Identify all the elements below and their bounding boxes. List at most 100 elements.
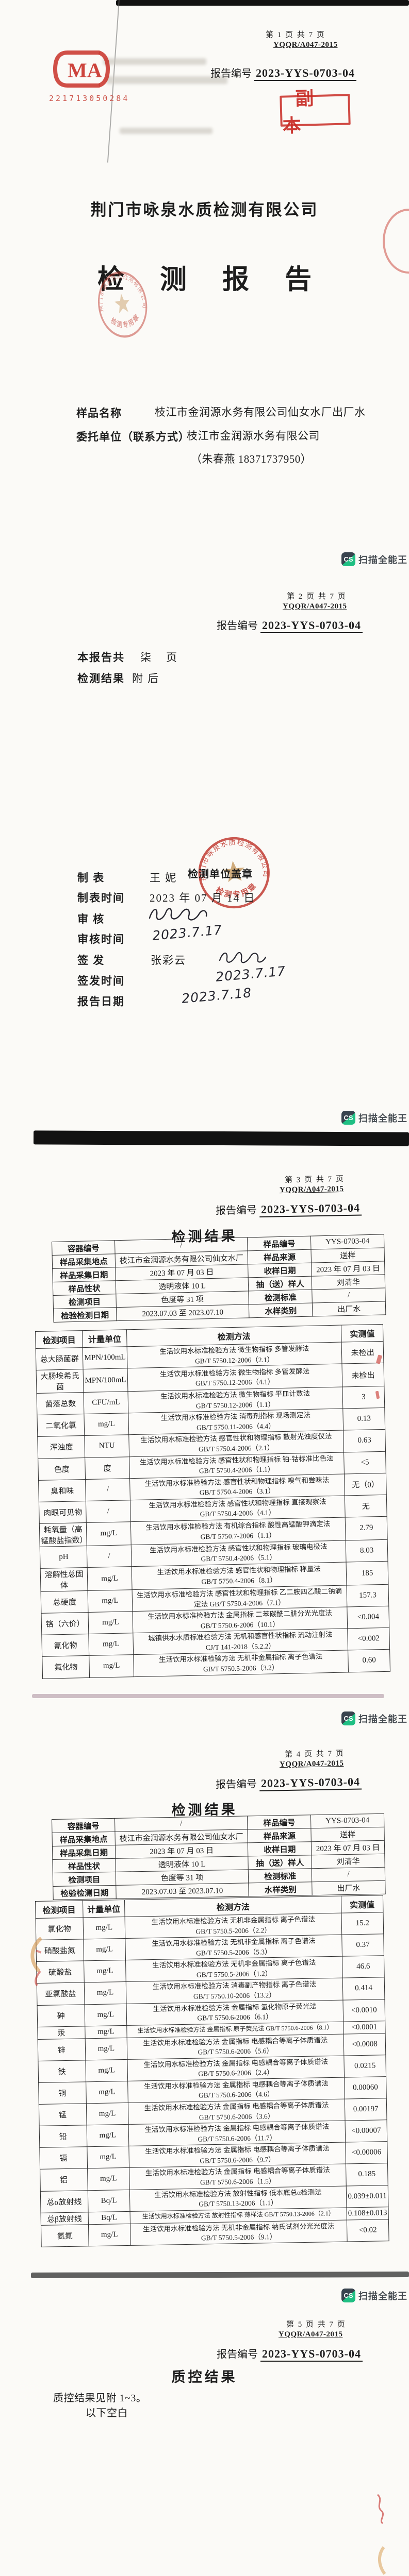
result-method: 生活饮用水标准检验方法 金属指标 电感耦合等离子体质谱法 GB/T 5750.6-… bbox=[128, 2121, 346, 2146]
result-value: 157.3 bbox=[347, 1584, 389, 1607]
info-label: 检测标准 bbox=[248, 1868, 312, 1883]
result-method: 生活饮用水标准检验方法 放射性指标 低本底总α检测法 GB/T 5750.13-2… bbox=[129, 2185, 347, 2212]
result-value: 0.414 bbox=[342, 1977, 385, 2000]
result-value: 0.60 bbox=[348, 1649, 390, 1672]
page-number: 第 3 页 共 7 页 bbox=[284, 1175, 345, 1185]
info-label: 抽（送）样人 bbox=[248, 1276, 312, 1291]
report-number-line: 报告编号 2023-YYS-0703-04 bbox=[216, 1200, 362, 1217]
result-method: 生活饮用水标准检验方法 金属指标 电感耦合等离子体质谱法 GB/T 5750.6-… bbox=[127, 2077, 345, 2103]
result-value: <0.0008 bbox=[343, 2033, 386, 2056]
result-unit: mg/L bbox=[86, 2103, 129, 2125]
result-method: 生活饮用水标准检验方法 消毒副产物指标 离子色谱法 GB/T 5750.10-20… bbox=[126, 1978, 343, 2004]
result-unit: mg/L bbox=[87, 2146, 129, 2169]
results-column-header: 检测项目 bbox=[35, 1900, 83, 1919]
info-value: YYS-0703-04 bbox=[310, 1814, 384, 1828]
seal-label: 检测单位盖章 bbox=[188, 869, 253, 880]
info-value: 送样 bbox=[311, 1247, 385, 1263]
doc-code: YQQR/A047-2015 bbox=[279, 2330, 343, 2338]
client-value: 枝江市金润源水务有限公司 bbox=[187, 430, 320, 442]
result-unit: Bq/L bbox=[87, 2189, 130, 2212]
result-item: 铁 bbox=[38, 2060, 86, 2083]
result-value: 0.37 bbox=[341, 1934, 384, 1957]
result-unit: mg/L bbox=[84, 2003, 127, 2026]
results-column-header: 计量单位 bbox=[82, 1329, 127, 1348]
info-value: 2023 年 07 月 03 日 bbox=[311, 1261, 385, 1277]
report-number-value: 2023-YYS-0703-04 bbox=[254, 66, 356, 81]
result-item: 总β放射线 bbox=[41, 2212, 88, 2226]
report-number-line: 报告编号 2023-YYS-0703-04 bbox=[217, 617, 363, 633]
blank-below-note: 以下空白 bbox=[86, 2408, 128, 2419]
results-column-header: 计量单位 bbox=[83, 1900, 125, 1918]
result-unit: CFU/mL bbox=[84, 1391, 128, 1414]
client-label: 委托单位（联系方式） bbox=[76, 431, 190, 443]
result-attach-label: 检测结果 bbox=[77, 672, 125, 685]
info-value: 刘清华 bbox=[312, 1274, 385, 1290]
result-unit: / bbox=[87, 1545, 132, 1568]
report-title: 检 测 报 告 bbox=[97, 265, 326, 295]
result-item: 铜 bbox=[38, 2081, 86, 2105]
cma-number: 221713050284 bbox=[49, 94, 130, 103]
result-attach-value: 附 后 bbox=[132, 672, 160, 685]
result-unit: mg/L bbox=[88, 1611, 133, 1634]
info-label: 检测项目 bbox=[53, 1294, 117, 1309]
page-number: 第 1 页 共 7 页 bbox=[266, 31, 325, 39]
result-method: 生活饮用水标准检验方法 金属指标 电感耦合等离子体质谱法 GB/T 5750.6-… bbox=[129, 2164, 347, 2190]
bleedthrough-text bbox=[103, 58, 206, 65]
result-unit: / bbox=[86, 1478, 130, 1501]
result-unit: mg/L bbox=[86, 1521, 131, 1546]
result-item: 锰 bbox=[39, 2103, 87, 2126]
result-unit: mg/L bbox=[84, 1981, 127, 2005]
result-unit: NTU bbox=[85, 1435, 129, 1458]
result-item: 氟化物 bbox=[42, 1655, 90, 1679]
camscanner-watermark: CS 扫描全能王 bbox=[341, 1711, 407, 1725]
sample-info-table-grid: 容器编号 / 样品编号 YYS-0703-04 样品采集地点 枝江市金润源水务有限公司仙女… bbox=[52, 1814, 386, 1900]
sample-name-value: 枝江市金润源水务有限公司仙女水厂出厂水 bbox=[155, 406, 366, 418]
report-number-line: 报告编号 2023-YYS-0703-04 bbox=[217, 2346, 363, 2362]
bleedthrough-text bbox=[120, 128, 212, 134]
result-value: 2.79 bbox=[345, 1516, 388, 1540]
result-unit: mg/L bbox=[87, 1566, 132, 1591]
info-label: 容器编号 bbox=[52, 1818, 115, 1833]
camscanner-watermark: CS 扫描全能王 bbox=[341, 1111, 407, 1125]
result-value: 0.63 bbox=[343, 1429, 386, 1452]
cma-logo-icon: MA bbox=[53, 50, 110, 88]
results-table-grid: 检测项目 计量单位 检测方法 实测值 总大肠菌群 MPN/100mL 生活饮用水标准检验方法… bbox=[35, 1324, 390, 1679]
preparer-name: 王 妮 bbox=[150, 872, 177, 884]
result-item: 溶解性总固体 bbox=[40, 1567, 88, 1592]
result-unit: mg/L bbox=[85, 2025, 127, 2039]
result-value: <0.002 bbox=[348, 1628, 390, 1651]
result-unit: mg/L bbox=[88, 2223, 131, 2246]
info-value: 2023.07.03 至 2023.07.10 bbox=[116, 1304, 250, 1321]
bleedthrough-text bbox=[106, 76, 227, 84]
info-label: 水样类别 bbox=[249, 1303, 313, 1318]
result-item: 色度 bbox=[38, 1458, 86, 1481]
result-item: 汞 bbox=[37, 2026, 85, 2040]
straddle-seal-fragment bbox=[30, 1937, 43, 1987]
info-label: 检验检测日期 bbox=[53, 1307, 117, 1323]
page-number: 第 2 页 共 7 页 bbox=[287, 592, 347, 601]
result-item: 氨氮 bbox=[41, 2224, 89, 2247]
result-method: 生活饮用水标准检验方法 金属指标 电感耦合等离子体质谱法 GB/T 5750.6-… bbox=[129, 2142, 346, 2168]
info-label: 收样日期 bbox=[248, 1841, 312, 1856]
info-label: 样品来源 bbox=[248, 1828, 312, 1843]
camscanner-watermark: CS 扫描全能王 bbox=[341, 2289, 407, 2302]
result-unit: 度 bbox=[85, 1456, 130, 1480]
result-value: <0.02 bbox=[347, 2219, 389, 2242]
info-label: 样品性状 bbox=[53, 1280, 116, 1296]
result-value: <0.004 bbox=[347, 1606, 389, 1629]
result-unit: mg/L bbox=[86, 2081, 128, 2104]
svg-text:MA: MA bbox=[68, 59, 102, 82]
result-item: 总硬度 bbox=[41, 1590, 89, 1614]
info-label: 样品编号 bbox=[247, 1815, 312, 1829]
doc-code: YQQR/A047-2015 bbox=[283, 602, 347, 611]
info-value: 出厂水 bbox=[312, 1880, 386, 1895]
result-method: 生活饮用水标准检验方法 无机非金属指标 离子色谱法 GB/T 5750.5-200… bbox=[133, 1650, 349, 1677]
result-value: <0.00007 bbox=[345, 2120, 387, 2143]
report-number-line: 报告编号 2023-YYS-0703-04 bbox=[216, 1774, 362, 1791]
info-value: / bbox=[312, 1867, 385, 1882]
result-unit: mg/L bbox=[83, 1938, 126, 1961]
info-label: 样品编号 bbox=[247, 1236, 312, 1251]
total-pages-label: 本报告共 bbox=[77, 651, 125, 664]
info-label: 样品采集日期 bbox=[52, 1267, 116, 1282]
